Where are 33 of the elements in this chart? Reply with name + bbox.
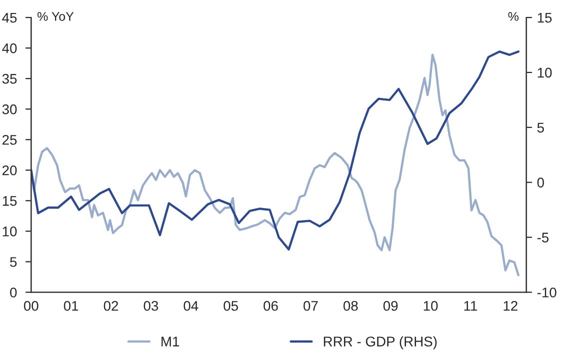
x-tick-label: 04: [184, 300, 198, 311]
x-tick-label: 08: [343, 300, 358, 311]
x-tick-label: 02: [104, 300, 118, 311]
x-tick-label: 06: [264, 300, 278, 311]
y-tick-label: 20: [2, 165, 17, 176]
y2-tick-label: -10: [537, 288, 556, 298]
x-tick-label: 12: [504, 300, 518, 311]
x-tick-label: 03: [144, 300, 158, 311]
y-tick-label: 10: [2, 226, 17, 236]
y2-tick-label: -5: [537, 232, 549, 242]
y-tick-label: 40: [2, 43, 17, 54]
y-tick-label: 25: [2, 134, 17, 145]
x-tick-label: 05: [224, 300, 238, 311]
legend-label: RRR - GDP (RHS): [324, 336, 437, 350]
y2-tick-label: 15: [538, 12, 552, 23]
x-tick-label: 00: [24, 300, 38, 311]
y2-tick-label: 5: [537, 122, 544, 133]
y-tick-label: 45: [2, 12, 17, 23]
legend-label: M1: [162, 336, 180, 346]
y-tick-label: 5: [10, 257, 17, 267]
y-tick-label: 15: [2, 196, 17, 206]
y2-tick-label: 0: [537, 178, 544, 188]
y-tick-label: 30: [2, 104, 17, 114]
x-tick-label: 10: [424, 300, 438, 311]
x-tick-label: 09: [383, 300, 398, 311]
y-tick-label: 0: [10, 288, 17, 298]
y2-axis-title: %: [508, 12, 519, 21]
x-tick-label: 01: [64, 300, 78, 311]
y2-tick-label: 10: [538, 68, 552, 78]
y-axis-title: % YoY: [38, 12, 74, 21]
x-tick-label: 11: [464, 301, 477, 311]
x-tick-label: 07: [304, 300, 318, 311]
y-tick-label: 35: [2, 74, 17, 84]
